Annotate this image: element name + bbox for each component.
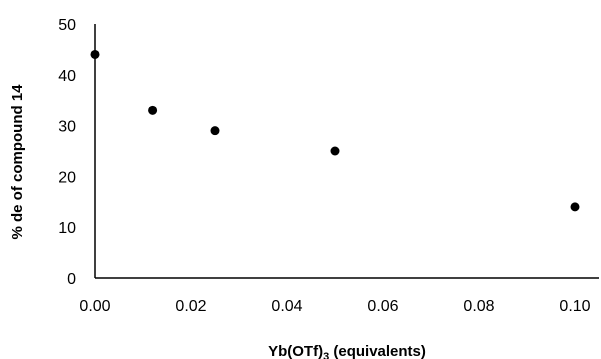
data-point	[570, 202, 580, 212]
y-tick-label: 20	[58, 169, 76, 186]
x-axis-title-suffix: (equivalents)	[329, 343, 426, 359]
x-axis-title: Yb(OTf)3 (equivalents)	[268, 343, 426, 359]
data-points	[90, 49, 580, 212]
x-axis-title-subscript: 3	[323, 351, 329, 359]
x-tick-labels: 0.00 0.02 0.04 0.06 0.08 0.10	[79, 298, 590, 315]
x-axis-title-prefix: Yb(OTf)	[268, 343, 323, 359]
y-tick-label: 0	[67, 271, 76, 288]
x-tick-label: 0.08	[463, 298, 494, 315]
x-tick-label: 0.06	[367, 298, 398, 315]
y-tick-label: 50	[58, 17, 76, 34]
y-tick-label: 30	[58, 119, 76, 136]
data-point	[210, 126, 220, 136]
data-point	[330, 146, 340, 156]
y-axis-title: % de of compound 14	[9, 84, 26, 240]
x-tick-label: 0.02	[175, 298, 206, 315]
axes	[94, 24, 599, 279]
x-tick-label: 0.04	[271, 298, 302, 315]
x-tick-label: 0.10	[559, 298, 590, 315]
x-tick-label: 0.00	[79, 298, 110, 315]
y-tick-label: 40	[58, 68, 76, 85]
y-tick-labels: 0 10 20 30 40 50	[58, 17, 76, 288]
data-point	[148, 105, 158, 115]
data-point	[90, 49, 100, 59]
y-tick-label: 10	[58, 220, 76, 237]
